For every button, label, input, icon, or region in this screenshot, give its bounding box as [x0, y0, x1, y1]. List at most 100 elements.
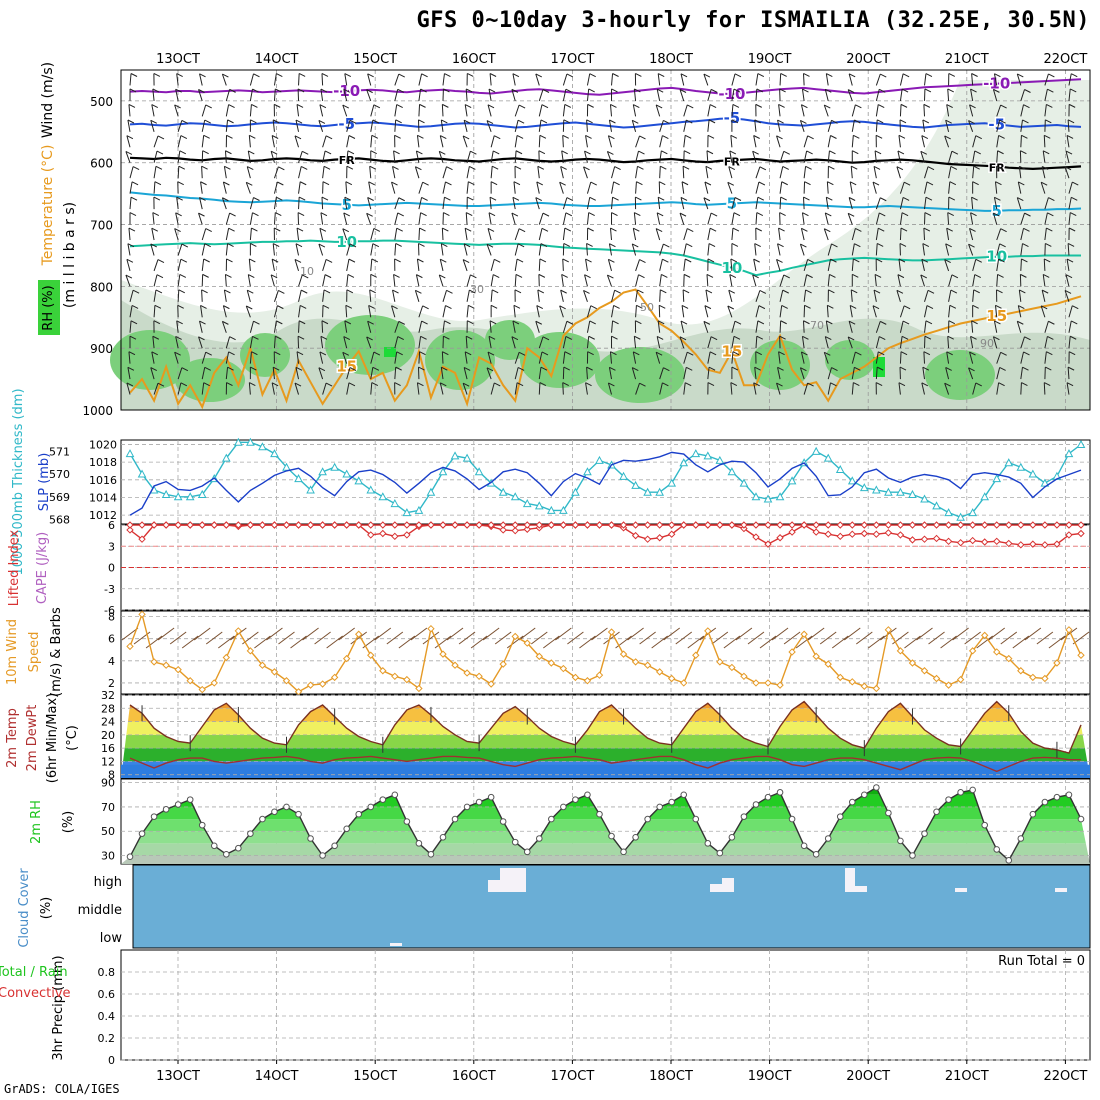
wind-barb — [659, 382, 663, 395]
wind-barb-flag — [226, 382, 233, 386]
wind-barb-flag — [661, 150, 668, 155]
wind-barb-flag — [968, 120, 975, 124]
wind-barb — [801, 212, 805, 225]
wind-barb-flag — [589, 320, 596, 325]
wind-barb — [153, 259, 159, 272]
wind-barb — [248, 258, 251, 271]
wind-barb-flag — [565, 212, 573, 217]
lifted-index-line-point — [655, 534, 664, 542]
wind-barb-flag — [1042, 150, 1050, 155]
wind-barb — [1043, 135, 1046, 148]
wind-barb — [585, 382, 588, 395]
thickness-line-point — [246, 437, 255, 446]
lifted-index-line-late-point — [1053, 540, 1061, 548]
wind-barb — [296, 104, 300, 117]
thickness-line-point — [727, 467, 737, 476]
wind-barb — [823, 104, 829, 117]
wind10-speed-line-point — [342, 654, 351, 663]
wind-barb-flag — [656, 335, 664, 340]
wind-barb — [586, 88, 590, 101]
wind-barb-flag — [1046, 104, 1053, 108]
wind-barb-flag — [975, 382, 982, 387]
wind-barb — [972, 274, 976, 287]
wind-barb-flag — [802, 88, 809, 93]
wind-barb — [635, 166, 638, 179]
wind-barb — [464, 228, 468, 241]
wind10-barb — [398, 635, 416, 649]
rh2m-line-point — [620, 848, 627, 856]
rh-contour-label: 70 — [810, 319, 824, 332]
rh2m-line-point — [848, 798, 856, 806]
wind-barb — [1068, 320, 1072, 333]
wind-barb-flag — [901, 88, 909, 93]
wind-barb — [199, 320, 203, 333]
wind-barb — [946, 351, 950, 364]
wind-barb-flag — [372, 119, 380, 124]
lifted-index-line-late-point — [619, 521, 628, 529]
wind-barb — [322, 259, 327, 272]
thickness-line-point — [655, 487, 665, 496]
wind-barb-flag — [757, 73, 765, 78]
wind10-ytick: 2 — [108, 677, 115, 690]
rh2m-line-point — [1053, 793, 1061, 801]
wind10-speed-line-point — [776, 681, 784, 689]
wind-barb — [538, 104, 543, 117]
wind-barb-flag — [467, 196, 474, 201]
wind-barb-flag — [800, 367, 807, 372]
rh2m-line-point — [186, 796, 194, 803]
wind10-speed-line-point — [740, 672, 748, 681]
wind-barb-flag — [539, 382, 547, 387]
temp-band-1 — [121, 748, 1090, 762]
rh2m-line-point — [295, 810, 302, 818]
wind-barb-flag — [321, 73, 329, 77]
wind-barb-flag — [322, 304, 330, 309]
rh-blob-10 — [925, 350, 995, 400]
thickness-line-point — [330, 462, 339, 471]
wind-barb — [201, 243, 206, 256]
wind-barb-flag — [132, 289, 140, 294]
wind-barb — [584, 274, 588, 287]
wind-barb-flag — [419, 351, 426, 356]
wind-barb-flag — [778, 104, 785, 108]
lifted-index-line-late-point — [716, 521, 724, 529]
li-ytick: -3 — [104, 583, 115, 596]
wind-barb — [1017, 181, 1022, 194]
wind-barb-flag — [925, 196, 933, 201]
wind-barb-flag — [125, 274, 133, 279]
wind-barb — [755, 181, 760, 194]
wind-barb — [175, 212, 179, 225]
wind-barb — [174, 228, 179, 241]
wind-barb — [899, 88, 903, 101]
thickness-line-point — [474, 467, 484, 476]
wind-barb — [898, 258, 901, 271]
wind-barb-flag — [1046, 227, 1053, 232]
wind10-barb — [663, 627, 681, 641]
wind-barb-flag — [611, 335, 618, 340]
wind10-barb — [555, 627, 572, 641]
wind-barb-flag — [661, 274, 668, 278]
wind-barb — [514, 150, 517, 163]
wind-barb-flag — [224, 289, 231, 294]
li-ytick: -6 — [104, 604, 115, 617]
wind-barb-flag — [251, 227, 258, 232]
wind-barb-flag — [948, 73, 956, 77]
wind-barb — [944, 135, 950, 148]
wind-barb — [153, 181, 156, 194]
wind-barb-flag — [562, 382, 569, 387]
lifted-index-line-late-point — [1065, 531, 1073, 539]
wind-barb-flag — [778, 227, 785, 232]
wind-barb-flag — [151, 351, 159, 356]
wind-barb-flag — [680, 196, 688, 201]
wind-barb-flag — [727, 305, 735, 310]
thickness-ytick: 568 — [49, 513, 70, 526]
lifted-index-line-point — [968, 521, 977, 529]
x-tick-bottom-16OCT: 16OCT — [452, 1069, 496, 1084]
wind-barb-flag — [272, 366, 280, 371]
wind-barb — [899, 73, 904, 86]
wind-barb — [924, 197, 927, 210]
wind10-barb — [880, 627, 897, 641]
wind-barb — [249, 351, 252, 364]
wind-barb-flag — [1040, 305, 1048, 310]
wind-barb-flag — [343, 212, 351, 217]
wind-barb — [921, 259, 925, 272]
